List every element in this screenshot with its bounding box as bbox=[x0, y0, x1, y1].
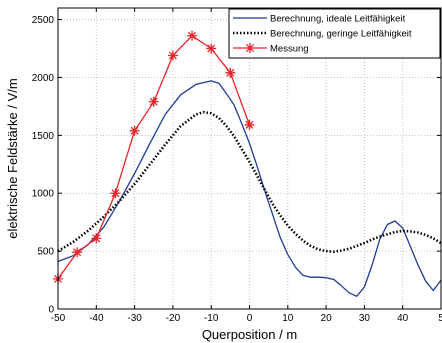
data-point bbox=[91, 233, 102, 244]
x-tick-label: -50 bbox=[51, 313, 66, 324]
data-point bbox=[206, 43, 217, 54]
x-tick-label: 5 bbox=[438, 313, 442, 324]
y-tick-label: 1000 bbox=[32, 189, 55, 200]
y-tick-label: 500 bbox=[37, 247, 54, 258]
ticks: -50 -40 -30 -20 -10 0 10 20 30 40 5050010001500200… bbox=[32, 8, 442, 324]
x-tick-label: 40 bbox=[397, 313, 409, 324]
grid bbox=[58, 8, 441, 309]
x-tick-label: -40 bbox=[89, 313, 104, 324]
x-tick-label: -10 bbox=[204, 313, 219, 324]
y-tick-label: 1500 bbox=[32, 131, 55, 142]
data-point bbox=[167, 50, 178, 61]
data-point bbox=[225, 67, 236, 78]
x-tick-label: 10 bbox=[282, 313, 294, 324]
legend-label: Berechnung, ideale Leitfähigkeit bbox=[270, 14, 406, 25]
legend: Berechnung, ideale Leitfähigkeit Berechnu… bbox=[228, 8, 441, 59]
legend-marker bbox=[245, 43, 255, 53]
x-tick-label: 30 bbox=[359, 313, 371, 324]
data-point bbox=[148, 96, 159, 107]
x-tick-label: -30 bbox=[127, 313, 142, 324]
data-point bbox=[110, 188, 121, 199]
data-point bbox=[187, 30, 198, 41]
x-tick-label: 0 bbox=[247, 313, 253, 324]
y-tick-label: 2000 bbox=[32, 73, 55, 84]
data-point bbox=[72, 247, 83, 258]
x-axis-label: Querposition / m bbox=[202, 327, 297, 342]
y-tick-label: 2500 bbox=[32, 15, 55, 26]
y-tick-label: 0 bbox=[48, 305, 54, 316]
x-tick-label: -20 bbox=[166, 313, 181, 324]
legend-label: Messung bbox=[270, 44, 309, 55]
series-layer bbox=[53, 30, 442, 297]
y-axis-label: elektrische Feldstärke / V/m bbox=[5, 78, 20, 238]
series-line bbox=[57, 80, 442, 297]
data-point bbox=[244, 119, 255, 130]
data-point bbox=[129, 125, 140, 136]
series-line bbox=[57, 35, 251, 280]
series-line bbox=[57, 110, 442, 253]
legend-box bbox=[228, 8, 441, 59]
x-tick-label: 20 bbox=[321, 313, 333, 324]
legend-label: Berechnung, geringe Leitfähigkeit bbox=[270, 29, 412, 40]
